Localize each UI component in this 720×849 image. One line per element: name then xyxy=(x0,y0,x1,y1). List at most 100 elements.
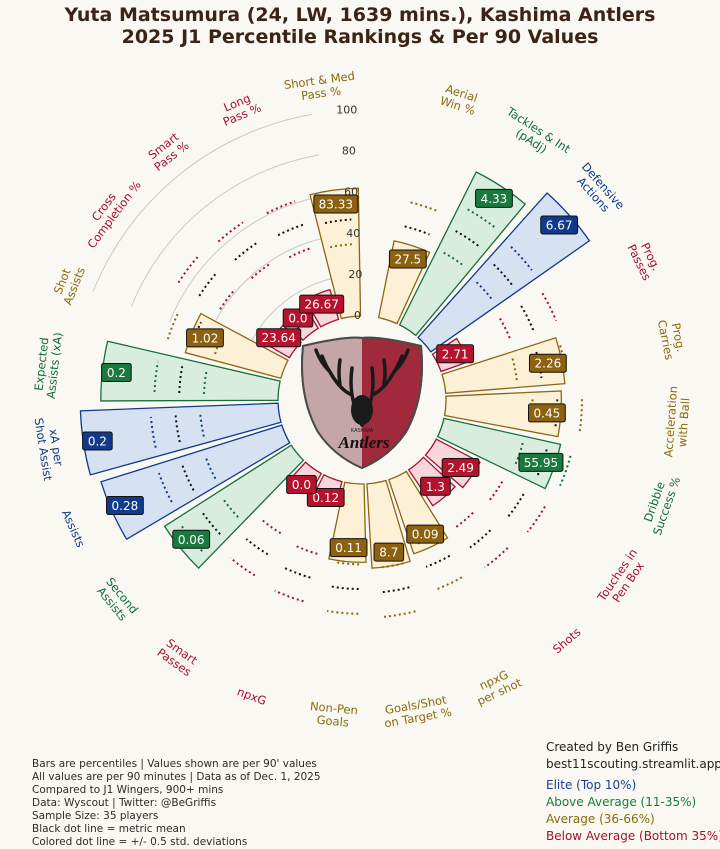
value-badge: 0.0 xyxy=(286,475,317,495)
legend-average: Average (36-66%) xyxy=(546,812,655,826)
bar-5 xyxy=(443,390,562,438)
value-badge-box xyxy=(406,524,445,544)
dot-line xyxy=(443,251,465,267)
legend-elite: Elite (Top 10%) xyxy=(546,778,637,792)
dot-line xyxy=(294,544,318,555)
value-label: 0.09 xyxy=(412,528,439,542)
ring-guide xyxy=(169,195,327,323)
dot-line xyxy=(221,497,239,518)
value-badge-box xyxy=(172,529,211,549)
value-label: 8.7 xyxy=(379,546,398,560)
dot-line xyxy=(383,610,416,618)
note-line: Bars are percentiles | Values shown are … xyxy=(32,758,317,770)
value-label: 0.06 xyxy=(178,533,205,547)
dot-line xyxy=(219,288,236,310)
dot-line xyxy=(178,366,184,394)
value-badge: 0.12 xyxy=(306,487,345,507)
value-badge: 0.09 xyxy=(406,524,445,544)
bar-1 xyxy=(398,171,527,337)
metric-label: DefensiveActions xyxy=(569,160,627,221)
credits-and-legend: Created by Ben Griffis best11scouting.st… xyxy=(546,739,720,845)
dot-line xyxy=(181,464,195,491)
dot-line xyxy=(507,493,525,518)
value-badge-box xyxy=(186,328,224,348)
dot-line xyxy=(434,576,463,591)
value-badge-box xyxy=(101,362,132,382)
value-label: 83.33 xyxy=(319,198,353,212)
dot-line xyxy=(455,230,480,248)
value-label: 23.64 xyxy=(262,331,296,345)
value-badge-box xyxy=(475,188,513,208)
dot-line xyxy=(324,218,352,224)
metric-label: Tackles & Int(pAdj) xyxy=(496,104,573,167)
value-badge: 0.28 xyxy=(106,496,144,516)
dot-line xyxy=(234,242,258,261)
dot-line xyxy=(526,505,546,533)
radial-tick-label: 100 xyxy=(336,103,357,116)
value-badge: 2.49 xyxy=(441,457,480,477)
dot-line xyxy=(454,511,474,529)
value-label: 1.02 xyxy=(192,331,219,345)
metric-label: Accelerationwith Ball xyxy=(661,385,693,458)
bar-16 xyxy=(79,402,282,476)
metric-label: npxGper shot xyxy=(469,663,524,708)
dot-line xyxy=(245,538,269,556)
dot-line xyxy=(535,351,543,379)
value-badge: 0.11 xyxy=(329,538,368,558)
dot-line xyxy=(334,561,360,566)
metric-label: AerialWin % xyxy=(438,81,481,118)
value-label: 0.2 xyxy=(107,366,126,380)
metric-label: Goals/Shoton Target % xyxy=(381,692,453,730)
dot-line xyxy=(536,449,548,477)
dot-line xyxy=(488,481,504,502)
note-line: Colored dot line = +/- 0.5 std. deviatio… xyxy=(32,836,248,848)
value-badge-box xyxy=(540,215,579,235)
value-badge: 0.2 xyxy=(101,362,132,382)
dot-line xyxy=(274,589,304,603)
value-badge-box xyxy=(373,542,405,562)
value-badge: 23.64 xyxy=(256,328,302,348)
value-badge-box xyxy=(82,431,113,451)
dot-line xyxy=(510,246,533,271)
dot-line xyxy=(541,292,558,322)
dot-line xyxy=(198,272,217,297)
dot-line xyxy=(153,361,159,393)
metric-label: DribbleSuccess % xyxy=(638,471,684,537)
value-label: 26.67 xyxy=(305,298,339,312)
metric-label: Touches inPen Box xyxy=(594,546,651,612)
bar-22 xyxy=(309,187,362,320)
dot-line xyxy=(330,585,359,591)
value-label: 0.0 xyxy=(292,478,311,492)
ring-guide xyxy=(130,154,319,307)
dot-line xyxy=(261,519,282,535)
metric-label: Assists xyxy=(59,508,88,550)
value-label: 0.45 xyxy=(534,406,561,420)
dot-line xyxy=(554,399,559,428)
value-badge-box xyxy=(518,452,564,472)
value-badges-layer: 27.5 4.33 6.67 2.71 2.26 0.45 55.95 2.491.3 0.09… xyxy=(82,188,579,562)
dot-line xyxy=(284,567,311,579)
value-badge: 83.33 xyxy=(313,194,359,214)
bar-17 xyxy=(100,340,281,402)
metric-label: LongPass % xyxy=(216,88,263,128)
metric-label: Prog.Passes xyxy=(624,236,665,283)
kashima-antlers-crest-icon: KASHIMA Antlers xyxy=(301,336,423,470)
metric-label: ShotAssists xyxy=(48,260,88,307)
bar-4 xyxy=(441,336,566,394)
dot-line xyxy=(229,557,256,577)
radial-tick-label: 0 xyxy=(354,309,361,322)
dot-line xyxy=(484,547,509,569)
value-badge: 0.2 xyxy=(82,431,113,451)
metric-label: npxG xyxy=(235,684,268,708)
legend-above-average: Above Average (11-35%) xyxy=(546,795,697,809)
value-badge: 55.95 xyxy=(518,452,564,472)
value-label: 0.12 xyxy=(312,491,339,505)
ring-guide xyxy=(92,113,312,292)
dot-line xyxy=(520,305,535,331)
value-label: 2.71 xyxy=(442,347,469,361)
dot-line xyxy=(288,247,312,259)
value-badge: 2.26 xyxy=(528,353,567,373)
value-badge-box xyxy=(106,496,144,516)
value-label: 2.49 xyxy=(447,461,474,475)
